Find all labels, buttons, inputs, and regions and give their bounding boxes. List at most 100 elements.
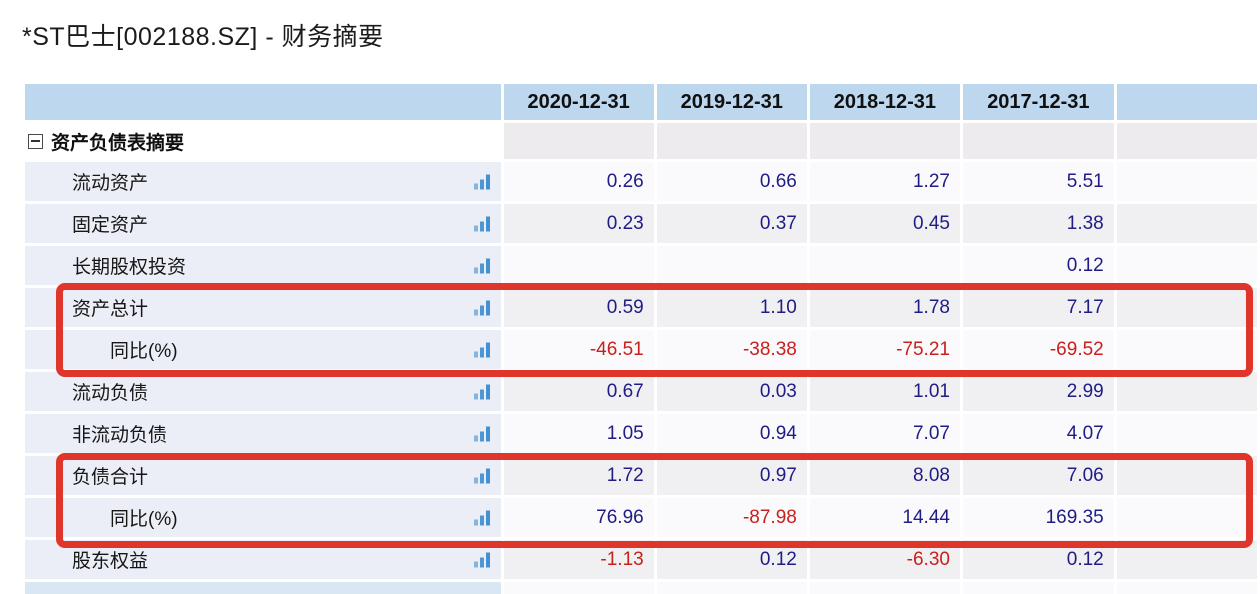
clipped-next-column-cell <box>1116 456 1257 495</box>
row-label-cell[interactable]: 流动资产 <box>25 162 501 201</box>
column-header-3: 2018-12-31 <box>809 84 960 120</box>
row-label: 同比(%) <box>110 341 178 362</box>
row-label: 负债合计 <box>72 467 149 488</box>
partial-row-label-cell <box>25 582 501 594</box>
value-cell <box>809 246 960 285</box>
table-row[interactable]: 同比(%) -46.51 -38.38 -75.21 -69.52 <box>25 330 1257 369</box>
value-cell: 0.03 <box>656 372 807 411</box>
value-cell: 76.96 <box>503 498 654 537</box>
bar-chart-icon[interactable] <box>473 216 491 231</box>
section-value-cell <box>503 123 654 159</box>
value-cell: -38.38 <box>656 330 807 369</box>
value-cell: 1.10 <box>656 288 807 327</box>
section-row: 资产负债表摘要 <box>25 123 1257 159</box>
value-cell: 0.94 <box>656 414 807 453</box>
row-label-cell[interactable]: 同比(%) <box>25 498 501 537</box>
value-cell: 0.97 <box>656 456 807 495</box>
row-label-cell[interactable]: 负债合计 <box>25 456 501 495</box>
section-header-cell[interactable]: 资产负债表摘要 <box>25 123 501 159</box>
value-cell: 1.78 <box>809 288 960 327</box>
bar-chart-icon[interactable] <box>473 384 491 399</box>
clipped-next-column-header <box>1116 84 1257 120</box>
value-cell: -6.30 <box>809 540 960 579</box>
clipped-next-column-cell <box>1116 162 1257 201</box>
column-header-2: 2019-12-31 <box>656 84 807 120</box>
clipped-next-column-cell <box>1116 540 1257 579</box>
clipped-next-column-cell <box>1116 288 1257 327</box>
value-cell: 1.01 <box>809 372 960 411</box>
row-label-cell[interactable]: 流动负债 <box>25 372 501 411</box>
section-value-cell <box>656 123 807 159</box>
table-row[interactable]: 流动负债 0.67 0.03 1.01 2.99 <box>25 372 1257 411</box>
value-cell: 7.17 <box>962 288 1114 327</box>
row-label: 流动资产 <box>72 173 149 194</box>
value-cell: 169.35 <box>962 498 1114 537</box>
value-cell: -46.51 <box>503 330 654 369</box>
clipped-next-column-cell <box>1116 372 1257 411</box>
row-label: 长期股权投资 <box>72 257 187 278</box>
clipped-next-column-cell <box>1116 582 1257 594</box>
clipped-next-column-cell <box>1116 414 1257 453</box>
value-cell: -75.21 <box>809 330 960 369</box>
section-value-cell <box>962 123 1114 159</box>
value-cell: 2.99 <box>962 372 1114 411</box>
row-label: 同比(%) <box>110 509 178 530</box>
table-row[interactable]: 流动资产 0.26 0.66 1.27 5.51 <box>25 162 1257 201</box>
label-column-header <box>25 84 501 120</box>
value-cell: 1.27 <box>809 162 960 201</box>
row-label-cell[interactable]: 股东权益 <box>25 540 501 579</box>
value-cell: 0.37 <box>656 204 807 243</box>
clipped-next-column-cell <box>1116 330 1257 369</box>
clipped-next-column-cell <box>1116 204 1257 243</box>
table-row[interactable]: 非流动负债 1.05 0.94 7.07 4.07 <box>25 414 1257 453</box>
row-label-cell[interactable]: 非流动负债 <box>25 414 501 453</box>
bar-chart-icon[interactable] <box>473 552 491 567</box>
value-cell: 0.26 <box>503 162 654 201</box>
value-cell: 7.06 <box>962 456 1114 495</box>
value-cell <box>503 246 654 285</box>
bar-chart-icon[interactable] <box>473 510 491 525</box>
bar-chart-icon[interactable] <box>473 426 491 441</box>
value-cell: -1.13 <box>503 540 654 579</box>
value-cell: 5.51 <box>962 162 1114 201</box>
value-cell: 1.05 <box>503 414 654 453</box>
clipped-next-column-cell <box>1116 123 1257 159</box>
row-label-cell[interactable]: 固定资产 <box>25 204 501 243</box>
row-label-cell[interactable]: 资产总计 <box>25 288 501 327</box>
table-row[interactable]: 负债合计 1.72 0.97 8.08 7.06 <box>25 456 1257 495</box>
table-row[interactable]: 资产总计 0.59 1.10 1.78 7.17 <box>25 288 1257 327</box>
financial-summary-table: 2020-12-31 2019-12-31 2018-12-31 2017-12… <box>22 81 1260 594</box>
section-value-cell <box>809 123 960 159</box>
partial-next-row <box>25 582 1257 594</box>
row-label: 非流动负债 <box>72 425 168 446</box>
value-cell: -87.98 <box>656 498 807 537</box>
bar-chart-icon[interactable] <box>473 300 491 315</box>
bar-chart-icon[interactable] <box>473 174 491 189</box>
column-header-4: 2017-12-31 <box>962 84 1114 120</box>
bar-chart-icon[interactable] <box>473 342 491 357</box>
value-cell: 1.72 <box>503 456 654 495</box>
row-label-cell[interactable]: 同比(%) <box>25 330 501 369</box>
page-title: *ST巴士[002188.SZ] - 财务摘要 <box>22 23 384 51</box>
table-row[interactable]: 同比(%) 76.96 -87.98 14.44 169.35 <box>25 498 1257 537</box>
row-label: 资产总计 <box>72 299 149 320</box>
value-cell: 7.07 <box>809 414 960 453</box>
column-header-1: 2020-12-31 <box>503 84 654 120</box>
table-row[interactable]: 股东权益 -1.13 0.12 -6.30 0.12 <box>25 540 1257 579</box>
bar-chart-icon[interactable] <box>473 258 491 273</box>
table-row[interactable]: 长期股权投资 0.12 <box>25 246 1257 285</box>
value-cell: 1.38 <box>962 204 1114 243</box>
table-row[interactable]: 固定资产 0.23 0.37 0.45 1.38 <box>25 204 1257 243</box>
value-cell: 0.12 <box>962 246 1114 285</box>
clipped-next-column-cell <box>1116 498 1257 537</box>
collapse-minus-icon[interactable] <box>28 133 43 149</box>
bar-chart-icon[interactable] <box>473 468 491 483</box>
value-cell: 0.12 <box>656 540 807 579</box>
value-cell: 8.08 <box>809 456 960 495</box>
row-label: 固定资产 <box>72 215 149 236</box>
row-label-cell[interactable]: 长期股权投资 <box>25 246 501 285</box>
value-cell: 0.12 <box>962 540 1114 579</box>
date-header-row: 2020-12-31 2019-12-31 2018-12-31 2017-12… <box>25 84 1257 120</box>
row-label: 流动负债 <box>72 383 149 404</box>
section-title: 资产负债表摘要 <box>51 132 185 154</box>
